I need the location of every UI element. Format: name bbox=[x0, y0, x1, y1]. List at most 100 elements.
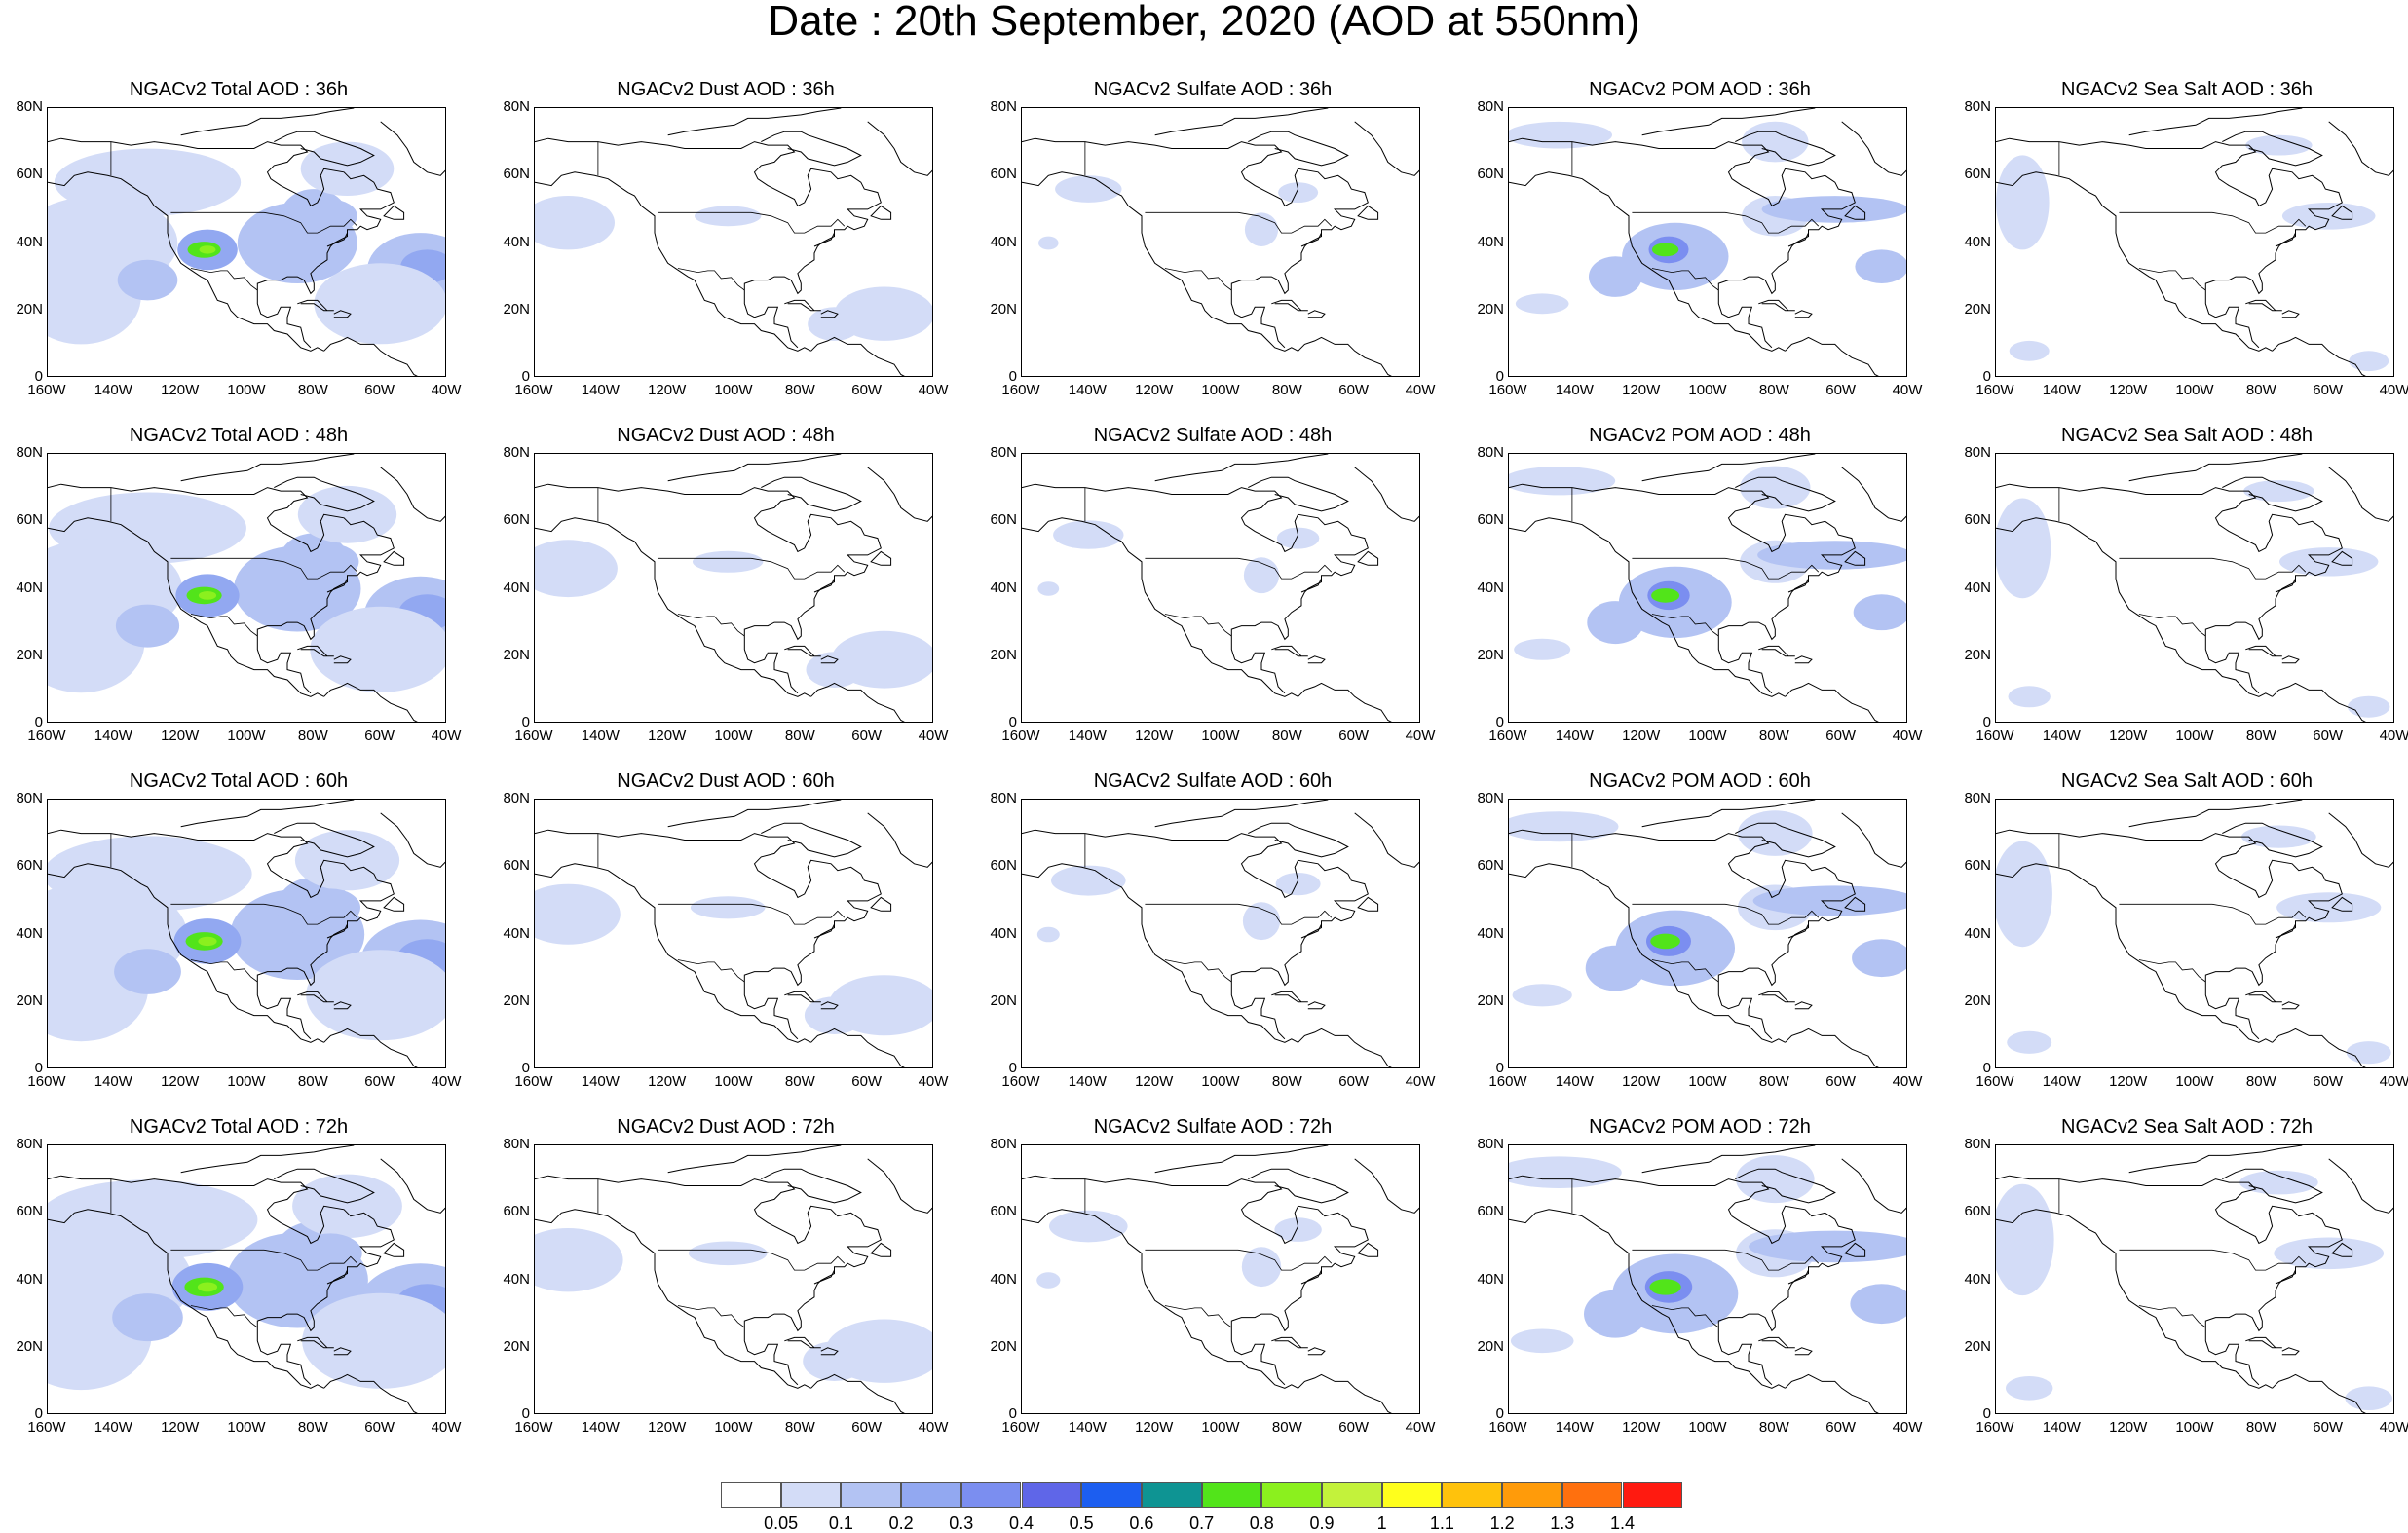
lat-tick-label: 80N bbox=[503, 790, 530, 806]
lat-tick-label: 0 bbox=[1982, 714, 1991, 730]
aod-shading bbox=[2274, 1237, 2385, 1270]
panel-title: NGACv2 Sea Salt AOD : 72h bbox=[2061, 1116, 2313, 1138]
coastline bbox=[784, 299, 821, 312]
colorbar-swatch bbox=[1622, 1482, 1683, 1508]
coastline bbox=[2328, 467, 2393, 522]
aod-shading bbox=[198, 936, 217, 947]
lat-tick-label: 60N bbox=[1477, 511, 1504, 529]
coastline bbox=[820, 310, 839, 318]
aod-map bbox=[48, 800, 445, 1067]
coastline bbox=[180, 454, 355, 482]
coastline bbox=[535, 1175, 882, 1332]
coastline bbox=[1717, 636, 1773, 694]
coastline bbox=[867, 1158, 932, 1214]
lat-tick-label: 0 bbox=[1008, 1060, 1017, 1076]
aod-shading bbox=[1850, 1284, 1906, 1325]
coastline bbox=[867, 467, 932, 522]
lon-tick-label: 120W bbox=[161, 1419, 200, 1436]
panel-title: NGACv2 Total AOD : 48h bbox=[129, 425, 349, 446]
coastline bbox=[1307, 1347, 1326, 1356]
aod-shading bbox=[302, 1292, 445, 1389]
aod-shading bbox=[1036, 926, 1060, 943]
aod-shading bbox=[1509, 1156, 1622, 1188]
lon-tick-label: 60W bbox=[851, 1073, 883, 1090]
lon-tick-label: 40W bbox=[2379, 1073, 2408, 1090]
lat-tick-label: 40N bbox=[1477, 579, 1504, 596]
coastline bbox=[1357, 550, 1379, 566]
lon-tick-label: 140W bbox=[1068, 382, 1107, 398]
panel-title: NGACv2 Sulfate AOD : 72h bbox=[1093, 1116, 1333, 1138]
coastline bbox=[1307, 655, 1326, 664]
aod-map bbox=[535, 108, 932, 376]
aod-shading bbox=[294, 830, 400, 891]
lat-tick-label: 60N bbox=[990, 166, 1017, 183]
lon-tick-label: 40W bbox=[1892, 1073, 1923, 1090]
lon-tick-label: 120W bbox=[2109, 1073, 2148, 1090]
aod-shading bbox=[1275, 873, 1321, 896]
country-border bbox=[2138, 268, 2206, 291]
coastline bbox=[333, 655, 352, 664]
lat-tick-label: 0 bbox=[1008, 1405, 1017, 1422]
map-frame bbox=[1508, 1144, 1907, 1414]
aod-map bbox=[1996, 1145, 2393, 1413]
aod-shading bbox=[1853, 594, 1906, 631]
aod-shading bbox=[299, 1233, 362, 1274]
lon-tick-label: 40W bbox=[918, 1419, 949, 1436]
colorbar-swatch bbox=[721, 1482, 781, 1508]
lon-tick-label: 140W bbox=[94, 728, 132, 744]
colorbar-swatch bbox=[960, 1482, 1022, 1508]
coastline bbox=[535, 483, 882, 641]
country-border bbox=[1145, 557, 1333, 580]
aod-shading bbox=[1587, 601, 1644, 645]
lon-tick-label: 140W bbox=[94, 382, 132, 398]
country-border bbox=[1651, 1305, 1719, 1328]
aod-shading bbox=[2008, 686, 2051, 708]
lon-tick-label: 100W bbox=[1688, 1419, 1727, 1436]
lon-tick-label: 140W bbox=[1068, 1073, 1107, 1090]
country-border bbox=[677, 614, 745, 637]
lon-tick-label: 60W bbox=[1825, 1419, 1857, 1436]
coastline bbox=[1794, 1001, 1813, 1010]
lat-tick-label: 40N bbox=[16, 924, 43, 942]
lon-tick-label: 40W bbox=[918, 728, 949, 744]
lat-tick-label: 20N bbox=[16, 300, 43, 318]
coastline bbox=[2245, 991, 2282, 1003]
lon-tick-label: 100W bbox=[1688, 728, 1727, 744]
coastline bbox=[2222, 476, 2323, 512]
coastline bbox=[383, 205, 405, 220]
lon-tick-label: 160W bbox=[1488, 728, 1527, 744]
aod-map bbox=[1996, 800, 2393, 1067]
aod-shading bbox=[535, 196, 615, 250]
coastline bbox=[2204, 982, 2260, 1040]
lon-tick-label: 60W bbox=[1338, 728, 1370, 744]
aod-shading bbox=[690, 896, 766, 919]
aod-shading bbox=[1276, 527, 1320, 549]
lon-tick-label: 40W bbox=[1405, 382, 1436, 398]
coastline bbox=[870, 1242, 892, 1257]
coastline bbox=[1787, 232, 1809, 247]
aod-shading bbox=[1049, 1210, 1128, 1243]
lon-tick-label: 40W bbox=[431, 382, 462, 398]
lat-tick-label: 80N bbox=[16, 98, 43, 115]
lon-tick-label: 160W bbox=[1001, 382, 1040, 398]
lon-tick-label: 140W bbox=[2042, 382, 2081, 398]
lon-tick-label: 100W bbox=[1201, 1419, 1240, 1436]
coastline bbox=[1298, 336, 1392, 376]
map-panel-dust-48h: NGACv2 Dust AOD : 48h 80N 60N 40N 20N 0 160W 14… bbox=[487, 425, 964, 777]
lon-tick-label: 160W bbox=[1001, 1419, 1040, 1436]
country-border bbox=[1145, 903, 1333, 925]
aod-map bbox=[1509, 800, 1906, 1067]
lat-tick-label: 20N bbox=[503, 300, 530, 318]
coastline bbox=[1794, 310, 1813, 318]
lat-tick-label: 60N bbox=[990, 511, 1017, 529]
aod-shading bbox=[1515, 293, 1569, 315]
coastline bbox=[870, 550, 892, 566]
lon-tick-label: 60W bbox=[1338, 1073, 1370, 1090]
coastline bbox=[1758, 645, 1795, 657]
lon-tick-label: 60W bbox=[364, 1073, 395, 1090]
map-frame bbox=[1508, 799, 1907, 1068]
lon-tick-label: 160W bbox=[1001, 728, 1040, 744]
map-panel-pom-36h: NGACv2 POM AOD : 36h 80N 60N 40N 20N 0 160W 140… bbox=[1461, 79, 1938, 431]
country-border bbox=[190, 1305, 258, 1328]
map-panel-pom-48h: NGACv2 POM AOD : 48h 80N 60N 40N 20N 0 160W 140… bbox=[1461, 425, 1938, 777]
